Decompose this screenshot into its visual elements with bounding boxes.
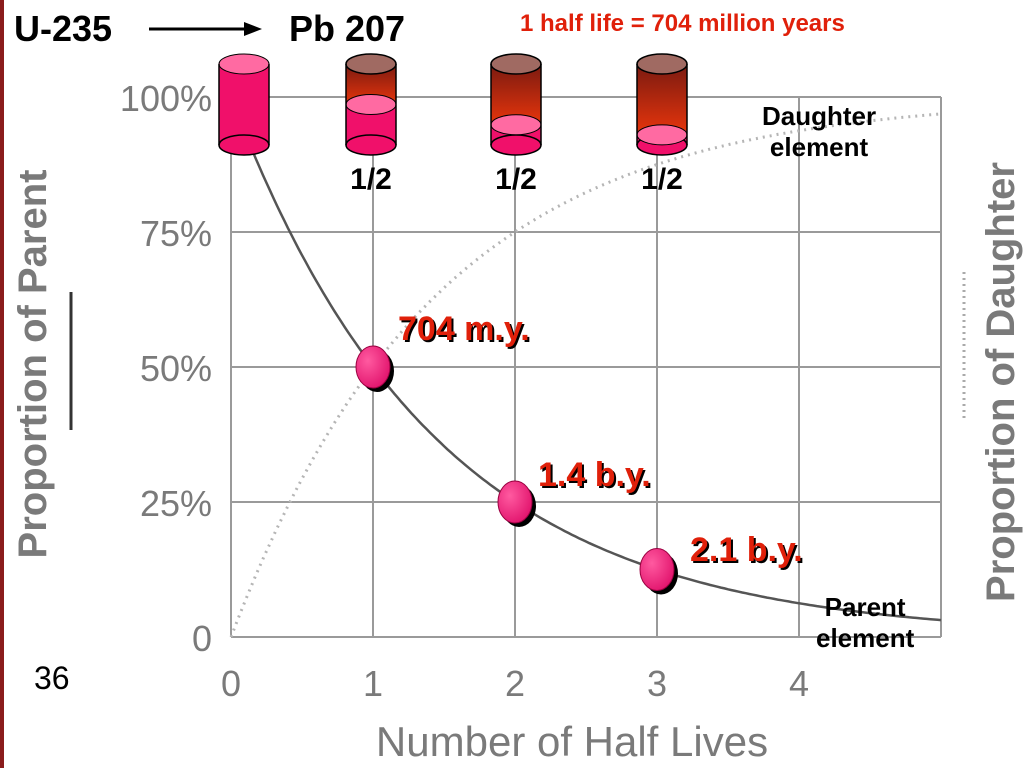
- data-point-marker: [497, 480, 533, 524]
- parent-surface: [490, 114, 542, 136]
- slide-number: 36: [34, 660, 70, 696]
- fraction-label-3: 1/2: [641, 163, 683, 196]
- data-point-marker: [639, 548, 675, 591]
- y-tick-label: 25%: [140, 483, 212, 524]
- point-label-704-my: 704 m.y.: [398, 310, 530, 348]
- parent-surface: [636, 124, 688, 146]
- beaker-bottom: [218, 134, 270, 156]
- beaker-bottom: [345, 134, 397, 156]
- daughter-isotope-label: Pb 207: [289, 8, 406, 49]
- x-tick-label: 2: [505, 663, 525, 704]
- x-tick-label: 4: [789, 663, 809, 704]
- series: [229, 96, 942, 638]
- daughter-fill: [637, 64, 687, 135]
- daughter-label-line1: Daughter: [762, 101, 877, 131]
- daughter-curve: [229, 112, 942, 638]
- parent-surface: [218, 53, 270, 75]
- point-label-2-1-by: 2.1 b.y.: [690, 531, 803, 569]
- container-icons: [218, 53, 688, 156]
- y-axis-title-right: Proportion of Daughter: [979, 162, 1023, 602]
- parent-element-label: Parent element: [816, 592, 914, 654]
- parent-label-line2: element: [816, 623, 915, 653]
- decay-arrow: [149, 22, 262, 36]
- beaker-icon: [218, 53, 270, 156]
- point-label-1-4-by: 1.4 b.y.: [538, 456, 651, 494]
- y-tick-label: 100%: [120, 78, 212, 119]
- x-axis-title: Number of Half Lives: [376, 718, 768, 765]
- markers: [355, 345, 678, 595]
- data-point-marker: [355, 345, 391, 389]
- parent-surface: [345, 94, 397, 115]
- y-tick-label: 0: [192, 618, 212, 659]
- parent-curve: [229, 96, 942, 622]
- beaker-icon: [636, 53, 688, 156]
- y-tick-label: 50%: [140, 348, 212, 389]
- fraction-label-2: 1/2: [495, 163, 537, 196]
- beaker-bottom: [490, 134, 542, 156]
- parent-isotope-label: U-235: [14, 8, 113, 49]
- tick-labels: 0 1 2 3 4 0 25% 50% 75% 100% Number of Half Lives P…: [11, 78, 1023, 765]
- decay-chart: 0 1 2 3 4 0 25% 50% 75% 100% Number of Half Lives P…: [11, 22, 1023, 765]
- y-axis-title-left: Proportion of Parent: [11, 170, 55, 559]
- daughter-label-line2: element: [769, 132, 869, 162]
- x-tick-label: 3: [647, 663, 667, 704]
- half-life-note: 1 half life = 704 million years: [520, 10, 845, 37]
- beaker-top: [345, 53, 397, 75]
- beaker-icon: [345, 53, 397, 156]
- x-tick-label: 0: [221, 663, 241, 704]
- beaker-top: [490, 53, 542, 75]
- beaker-top: [636, 53, 688, 75]
- arrow-head-icon: [244, 22, 262, 36]
- x-tick-label: 1: [363, 663, 383, 704]
- parent-label-line1: Parent: [824, 592, 906, 622]
- fraction-label-1: 1/2: [350, 163, 392, 196]
- grid: [230, 96, 942, 638]
- daughter-element-label: Daughter element: [762, 101, 876, 163]
- y-tick-label: 75%: [140, 213, 212, 254]
- beaker-icon: [490, 53, 542, 156]
- parent-fill: [219, 64, 269, 145]
